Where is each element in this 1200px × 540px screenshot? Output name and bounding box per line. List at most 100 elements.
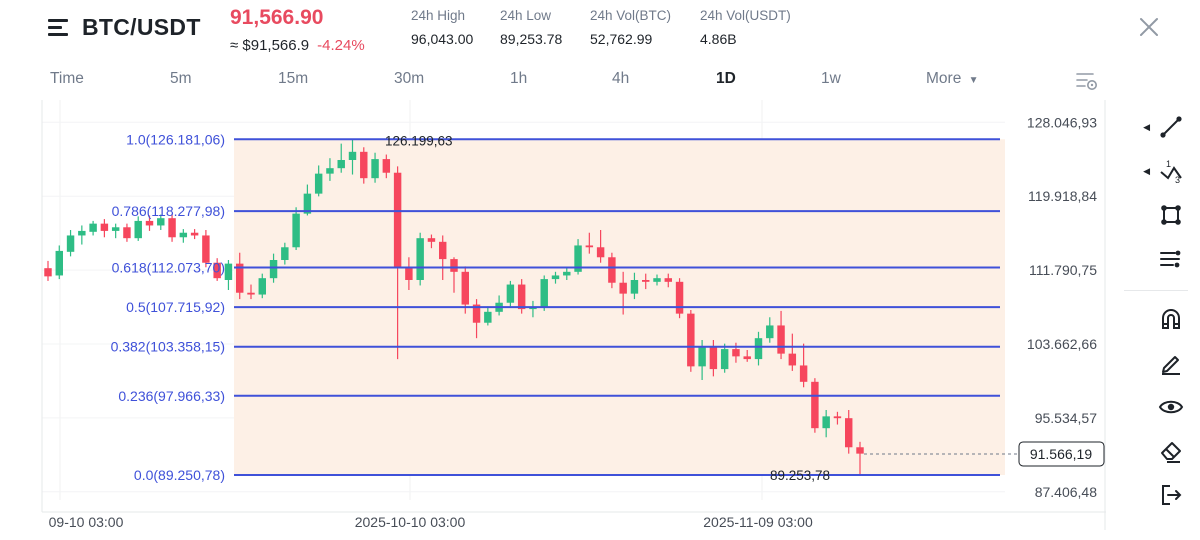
candle-body — [348, 151, 357, 160]
svg-text:1: 1 — [1166, 159, 1171, 169]
change-percent: -4.24% — [317, 37, 365, 54]
magnet-icon — [1162, 309, 1180, 329]
candle-body — [506, 284, 515, 303]
candle-body — [766, 325, 774, 339]
shape-tool[interactable] — [1124, 200, 1184, 230]
eraser-tool[interactable] — [1124, 436, 1184, 466]
candle-body — [157, 218, 165, 226]
tab-15m[interactable]: 15m — [278, 70, 309, 87]
tab-1h[interactable]: 1h — [510, 70, 528, 87]
tab-time[interactable]: Time — [50, 70, 84, 87]
candle-body — [698, 346, 706, 367]
menu-icon[interactable] — [48, 17, 70, 39]
candle-body — [563, 271, 571, 276]
candle-body — [371, 159, 379, 179]
candle-body — [439, 241, 447, 260]
pencil-tool[interactable] — [1124, 348, 1184, 378]
candle-body — [123, 227, 131, 239]
magnet-tool[interactable] — [1124, 304, 1184, 334]
candle-body — [168, 218, 176, 238]
tab-5m[interactable]: 5m — [170, 70, 192, 87]
candle-body — [450, 259, 458, 272]
period-high-label: 126.199,63 — [385, 133, 453, 148]
candle-body — [292, 213, 300, 248]
candle-body — [427, 238, 436, 242]
exit-icon — [1162, 485, 1182, 505]
candle-body — [44, 268, 52, 277]
candle-body — [269, 260, 278, 279]
price-chart[interactable]: 1.0(126.181,06) 0.786(118.277,98) 0.618(11… — [0, 100, 1106, 530]
tab-4h[interactable]: 4h — [612, 70, 630, 87]
toolbar-divider — [1124, 290, 1188, 291]
visibility-tool[interactable] — [1124, 392, 1184, 422]
trend-line-icon — [1160, 116, 1182, 138]
x-axis-tick-label: 2025-11-09 03:00 — [703, 514, 813, 530]
candle-body — [55, 250, 63, 276]
expand-left-icon[interactable]: ◀ — [1143, 121, 1150, 132]
candle-body — [393, 172, 402, 269]
stat-value: 4.86B — [700, 31, 737, 47]
close-icon[interactable] — [1138, 16, 1160, 38]
candle-body — [687, 313, 695, 367]
candle-body — [472, 304, 481, 323]
candle-body — [100, 223, 109, 231]
fiat-price-row: ≈ $91,566.9 -4.24% — [230, 37, 365, 54]
indicator-lines-tool[interactable] — [1124, 244, 1184, 274]
pair-header[interactable]: BTC/USDT — [48, 14, 201, 41]
y-axis-tick-label: 128.046,93 — [1027, 114, 1097, 130]
chart-settings-icon[interactable] — [1075, 70, 1099, 92]
candle-body — [314, 173, 323, 194]
tab-1w[interactable]: 1w — [821, 70, 841, 87]
tab-30m[interactable]: 30m — [394, 70, 425, 87]
candle-body — [484, 311, 492, 323]
exit-tool[interactable] — [1124, 480, 1184, 510]
candle-body — [811, 381, 819, 429]
candle-body — [213, 262, 221, 279]
candle-body — [551, 275, 560, 280]
y-axis-tick-label: 87.406,48 — [1035, 484, 1097, 500]
candle-body — [619, 282, 627, 294]
y-axis-tick-label: 111.790,75 — [1029, 262, 1097, 278]
stat-label: 24h High — [411, 8, 466, 23]
pencil-icon — [1162, 356, 1180, 375]
expand-left-icon[interactable]: ◀ — [1143, 165, 1150, 176]
candle-body — [258, 278, 266, 295]
caret-down-icon: ▼ — [968, 75, 979, 86]
eraser-icon — [1161, 442, 1181, 463]
candle-body — [145, 220, 154, 226]
period-low-label: 89.253,78 — [770, 468, 830, 483]
candle-body — [574, 245, 582, 272]
candle-body — [608, 257, 616, 283]
candle-body — [642, 280, 650, 282]
candle-body — [596, 247, 605, 258]
tab-more[interactable]: More ▼ — [926, 70, 979, 88]
fib-level-label: 0.382(103.358,15) — [111, 339, 225, 355]
y-axis-tick-label: 95.534,57 — [1035, 410, 1097, 426]
candle-body — [653, 278, 661, 282]
candle-body — [754, 338, 763, 360]
fib-level-label: 0.0(89.250,78) — [134, 467, 225, 483]
candle-body — [190, 232, 199, 236]
fib-level-label: 1.0(126.181,06) — [126, 131, 225, 147]
fiat-price: ≈ $91,566.9 — [230, 37, 310, 54]
tab-1d[interactable]: 1D — [716, 70, 736, 87]
y-axis-tick-label: 103.662,66 — [1027, 336, 1097, 352]
candle-body — [788, 353, 797, 366]
symbol-title: BTC/USDT — [82, 14, 201, 40]
stat-label: 24h Vol(BTC) — [590, 8, 672, 23]
candle-body — [405, 268, 413, 280]
stat-label: 24h Vol(USDT) — [700, 8, 791, 23]
trend-line-tool[interactable]: ◀ — [1124, 112, 1184, 142]
candlestick-chart[interactable]: 1.0(126.181,06) 0.786(118.277,98) 0.618(11… — [0, 100, 1106, 530]
candle-body — [281, 247, 289, 260]
candle-body — [630, 280, 639, 294]
candle-body — [720, 349, 729, 370]
current-price-label: 91.566,19 — [1030, 446, 1092, 462]
fib-level-label: 0.236(97.966,33) — [118, 388, 225, 404]
candle-body — [732, 349, 740, 357]
candle-body — [360, 151, 368, 179]
eye-icon — [1158, 400, 1184, 414]
svg-text:3: 3 — [1175, 175, 1180, 184]
candle-body — [78, 230, 86, 236]
